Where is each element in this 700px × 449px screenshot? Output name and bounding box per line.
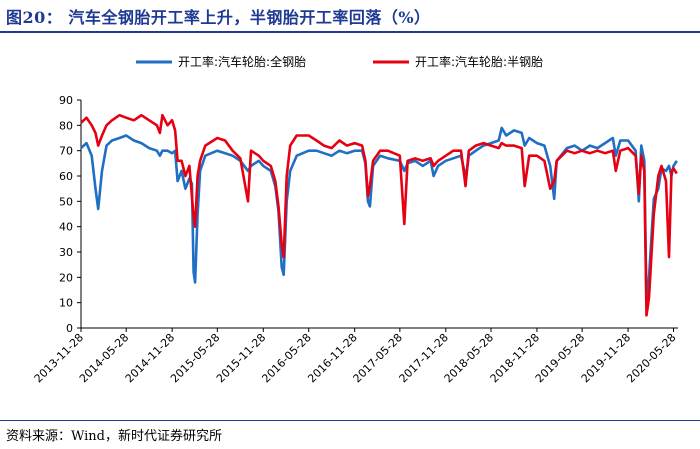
y-tick-label: 60 (59, 170, 73, 183)
series-line-1 (80, 113, 678, 317)
x-tick-label: 2020-05-28 (624, 331, 678, 385)
y-tick-label: 80 (59, 119, 73, 132)
y-tick-label: 20 (59, 271, 73, 284)
y-tick-label: 30 (59, 246, 73, 259)
page-title: 图20： 汽车全钢胎开工率上升，半钢胎开工率回落（%） (6, 8, 431, 27)
title-divider (0, 31, 700, 33)
y-tick-label: 90 (59, 94, 73, 107)
source-note: 资料来源：Wind，新时代证券研究所 (6, 429, 222, 444)
y-tick-label: 0 (66, 322, 73, 335)
legend-label-0: 开工率:汽车轮胎:全钢胎 (178, 54, 306, 69)
footer-divider (0, 420, 700, 421)
y-tick-label: 50 (59, 195, 73, 208)
title-bar: 图20： 汽车全钢胎开工率上升，半钢胎开工率回落（%） (0, 0, 700, 30)
y-tick-label: 70 (59, 145, 73, 158)
legend-label-1: 开工率:汽车轮胎:半钢胎 (415, 54, 543, 69)
chart-series (80, 113, 678, 317)
y-tick-label: 10 (59, 297, 73, 310)
y-tick-label: 40 (59, 221, 73, 234)
chart-legend: 开工率:汽车轮胎:全钢胎 开工率:汽车轮胎:半钢胎 (136, 54, 543, 69)
series-line-0 (80, 126, 678, 304)
